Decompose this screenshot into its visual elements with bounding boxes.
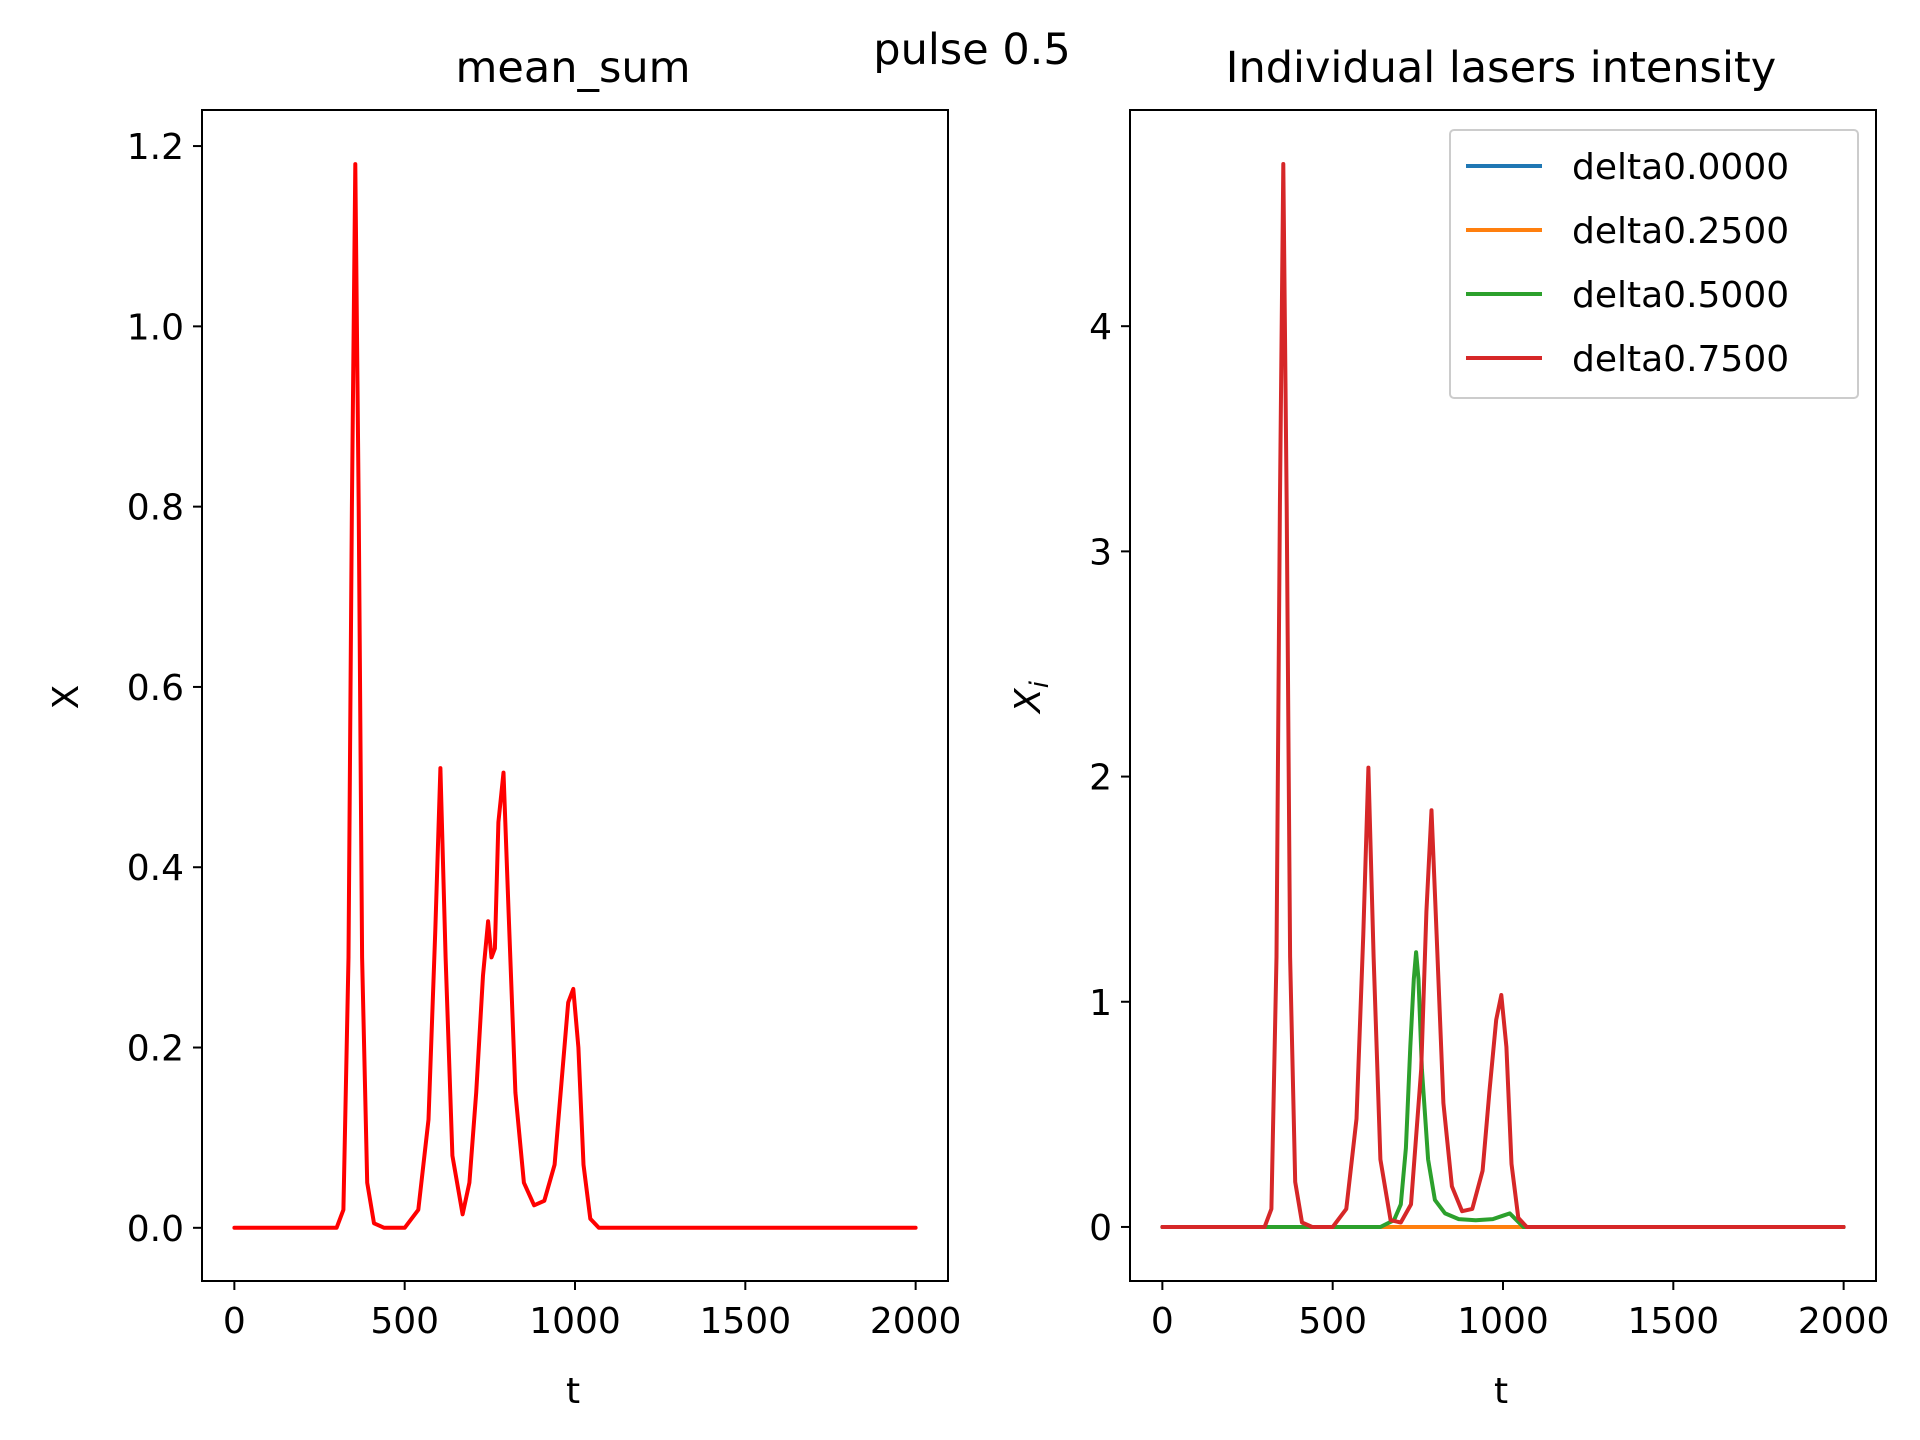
plot-mean-sum: mean_sum 0 500 1000 1500 2000 0.00.20.40.60.… (46, 43, 961, 1412)
plot-individual-lasers: Individual lasers intensity 0 500 1000 1500… (1008, 43, 1889, 1412)
y-tick-label: 1.2 (127, 127, 184, 168)
figure-suptitle: pulse 0.5 (873, 25, 1070, 75)
plot-area (232, 162, 918, 1230)
y-tick-label: 0.2 (127, 1029, 184, 1070)
x-tick-label: 0 (1151, 1301, 1174, 1342)
legend-box (1449, 129, 1859, 399)
plot-title: Individual lasers intensity (1226, 43, 1776, 93)
series-line-series-0 (232, 162, 918, 1230)
y-tick-label: 0.8 (127, 488, 184, 529)
y-tick-label: 4 (1089, 307, 1112, 348)
x-axis-ticks: 0 500 1000 1500 2000 (1151, 1281, 1890, 1342)
plot-area (1160, 162, 1846, 1229)
plot-title: mean_sum (456, 43, 691, 93)
y-tick-label: 0.4 (127, 848, 184, 889)
legend: delta0.0000 delta0.2500 delta0.5000 delta0.… (1449, 129, 1859, 399)
x-tick-label: 500 (370, 1301, 439, 1342)
y-axis-label-subscript: i (1025, 680, 1055, 688)
x-tick-label: 1500 (1628, 1301, 1720, 1342)
series-line-delta0.5000 (1160, 950, 1846, 1229)
legend-label: delta0.5000 (1572, 275, 1789, 316)
x-axis-ticks: 0 500 1000 1500 2000 (223, 1281, 962, 1342)
y-axis-ticks: 0.0 0.2 0.4 0.6 0.8 1.0 1.2 (127, 127, 202, 1250)
y-axis-label-main: X (1008, 687, 1049, 715)
x-tick-label: 2000 (870, 1301, 962, 1342)
x-tick-label: 0 (223, 1301, 246, 1342)
legend-label: delta0.0000 (1572, 147, 1789, 188)
x-tick-label: 500 (1298, 1301, 1367, 1342)
y-tick-label: 0.6 (127, 668, 184, 709)
x-axis-label: t (1494, 1371, 1508, 1412)
x-tick-label: 1000 (1457, 1301, 1549, 1342)
y-axis-ticks: 0 1 2 3 4 (1089, 307, 1130, 1249)
legend-label: delta0.7500 (1572, 339, 1789, 380)
series-line-delta0.7500 (1160, 162, 1846, 1229)
y-tick-label: 0.0 (127, 1209, 184, 1250)
x-tick-label: 1000 (529, 1301, 621, 1342)
x-axis-label: t (566, 1371, 580, 1412)
x-tick-label: 1500 (700, 1301, 792, 1342)
y-tick-label: 1 (1089, 983, 1112, 1024)
y-tick-label: 2 (1089, 758, 1112, 799)
y-axis-label: X (46, 685, 87, 710)
y-tick-label: 1.0 (127, 307, 184, 348)
y-axis-label: Xi (1008, 680, 1055, 715)
legend-label: delta0.2500 (1572, 211, 1789, 252)
plot-frame (201, 109, 949, 1282)
y-tick-label: 0 (1089, 1208, 1112, 1249)
y-tick-label: 3 (1089, 532, 1112, 573)
x-tick-label: 2000 (1798, 1301, 1890, 1342)
plot-frame (1129, 109, 1877, 1282)
